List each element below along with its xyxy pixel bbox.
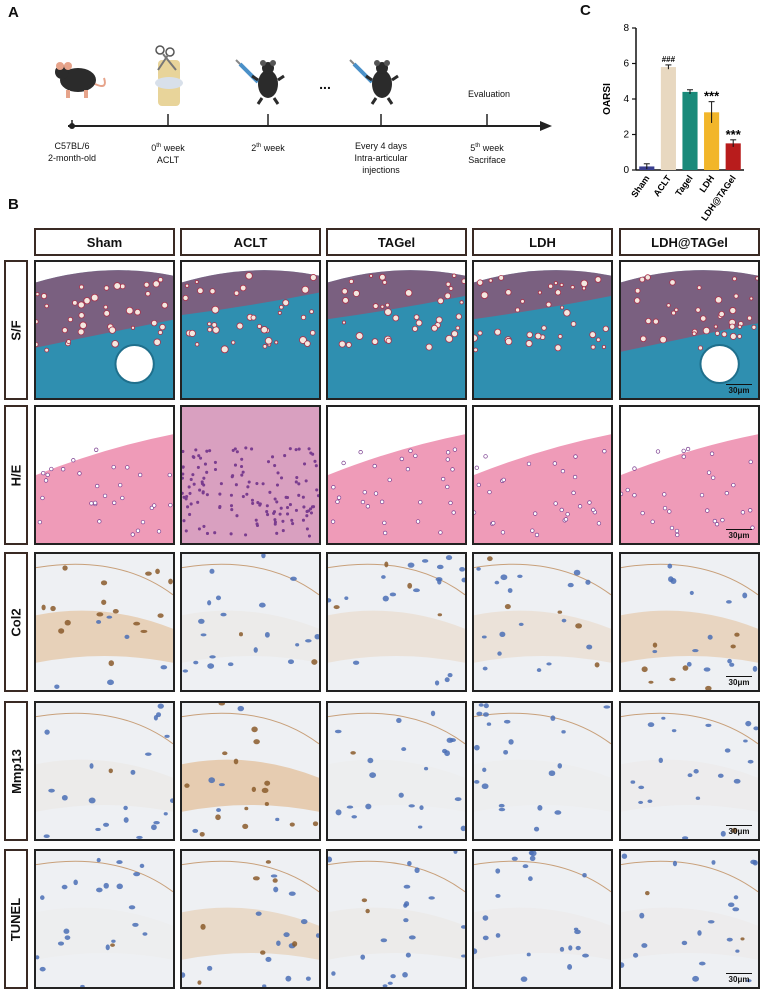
histology-image-s-f-sham: [34, 260, 175, 400]
column-header-ldh: LDH: [472, 228, 613, 256]
row-header-h-e: H/E: [4, 405, 28, 545]
scissors-knee-icon: [155, 45, 183, 106]
histology-image-s-f-tagel: [326, 260, 467, 400]
scale-bar: 30μm: [726, 529, 752, 540]
timeline-arrowhead: [540, 121, 552, 131]
histology-image-s-f-ldh: [472, 260, 613, 400]
histology-image-col2-ldh-tagel: 30μm: [619, 552, 760, 692]
histology-image-col2-sham: [34, 552, 175, 692]
significance-marker: ***: [726, 127, 742, 142]
column-header-sham: Sham: [34, 228, 175, 256]
y-tick-label: 8: [623, 23, 629, 34]
bar: [682, 91, 698, 170]
y-tick-label: 4: [623, 94, 629, 105]
syringe-mouse-icon: [349, 59, 399, 105]
histology-image-mmp13-sham: [34, 701, 175, 841]
histology-image-tunel-ldh: [472, 849, 613, 989]
histology-image-s-f-ldh-tagel: 30μm: [619, 260, 760, 400]
timeline-label-week5: 5th week Sacriface: [468, 143, 506, 165]
panel-c-letter: C: [580, 2, 591, 19]
x-tick-label: LDH: [697, 173, 716, 194]
scale-bar: 30μm: [726, 825, 752, 836]
panel-a-letter: A: [8, 4, 19, 21]
x-tick-label: ACLT: [651, 173, 673, 198]
timeline-evaluation: Evaluation: [467, 89, 511, 99]
histology-image-tunel-ldh-tagel: 30μm: [619, 849, 760, 989]
bar: [660, 67, 676, 170]
timeline-graphic: [55, 45, 552, 131]
timeline-label-week0: 0th week ACLT: [151, 143, 185, 165]
y-tick-label: 6: [623, 59, 629, 70]
histology-image-h-e-aclt: [180, 405, 321, 545]
histology-image-col2-aclt: [180, 552, 321, 692]
histology-image-mmp13-ldh: [472, 701, 613, 841]
histology-image-tunel-aclt: [180, 849, 321, 989]
y-axis-label: OARSI: [602, 83, 613, 115]
row-header-tunel: TUNEL: [4, 849, 28, 989]
column-header-aclt: ACLT: [180, 228, 321, 256]
histology-image-tunel-tagel: [326, 849, 467, 989]
y-tick-label: 2: [623, 130, 629, 141]
syringe-mouse-icon: [235, 59, 285, 105]
mouse-icon: [55, 62, 106, 98]
significance-marker: ###: [662, 55, 676, 64]
x-tick-label: Sham: [629, 173, 651, 199]
bar: [704, 112, 720, 170]
y-tick-label: 0: [623, 165, 629, 176]
scale-bar: 30μm: [726, 973, 752, 984]
timeline-start-dot: [69, 123, 75, 129]
timeline-label-week2: 2th week: [251, 143, 285, 153]
scale-bar: 30μm: [726, 676, 752, 687]
x-tick-label: Tagel: [673, 173, 694, 197]
histology-image-mmp13-tagel: [326, 701, 467, 841]
panel-b-letter: B: [8, 196, 19, 213]
histology-image-mmp13-aclt: [180, 701, 321, 841]
row-header-mmp13: Mmp13: [4, 701, 28, 841]
column-header-ldh-tagel: LDH@TAGel: [619, 228, 760, 256]
column-header-tagel: TAGel: [326, 228, 467, 256]
histology-image-h-e-ldh: [472, 405, 613, 545]
significance-marker: ***: [704, 89, 720, 104]
timeline-label-start: C57BL/6 2-month-old: [47, 141, 97, 163]
timeline-ellipsis: ...: [319, 76, 331, 92]
histology-image-h-e-sham: [34, 405, 175, 545]
bar: [725, 143, 741, 170]
histology-image-col2-ldh: [472, 552, 613, 692]
timeline-label-injections: Every 4 days Intra-articular injections: [354, 141, 408, 175]
row-header-s-f: S/F: [4, 260, 28, 400]
histology-image-s-f-aclt: [180, 260, 321, 400]
histology-image-col2-tagel: [326, 552, 467, 692]
histology-image-mmp13-ldh-tagel: 30μm: [619, 701, 760, 841]
histology-image-tunel-sham: [34, 849, 175, 989]
histology-image-h-e-ldh-tagel: 30μm: [619, 405, 760, 545]
row-header-col2: Col2: [4, 552, 28, 692]
scale-bar: 30μm: [726, 384, 752, 395]
histology-image-h-e-tagel: [326, 405, 467, 545]
